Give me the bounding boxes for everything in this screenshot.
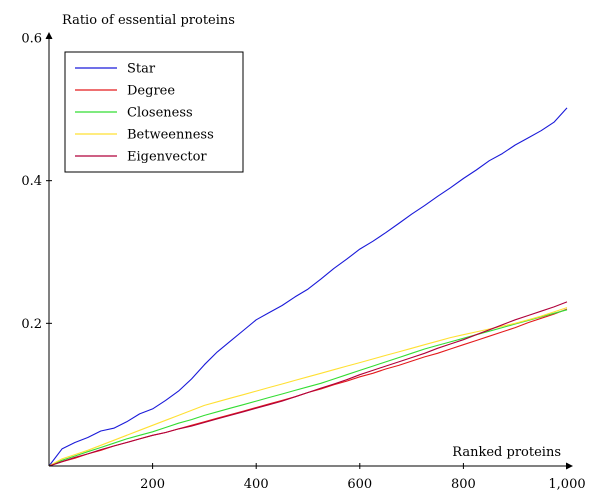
legend-label: Star (127, 62, 156, 77)
y-axis-arrow (45, 32, 53, 39)
legend-label: Eigenvector (127, 150, 207, 165)
legend-label: Degree (127, 84, 175, 99)
plot-lines (48, 107, 568, 467)
y-ticks: 0.2 0.4 0.6 (21, 32, 52, 332)
legend-label: Betweenness (127, 128, 214, 143)
legend-label: Closeness (127, 106, 193, 121)
x-axis-title: Ranked proteins (452, 445, 561, 460)
series-line (48, 301, 568, 467)
x-tick-label: 600 (347, 477, 372, 492)
x-tick-label: 800 (451, 477, 476, 492)
x-tick-label: 1,000 (548, 477, 585, 492)
legend: Star Degree Closeness Betweenness Eigenvecto… (64, 51, 244, 173)
x-axis-arrow (566, 462, 573, 470)
series-line (48, 107, 568, 467)
x-ticks: 200 400 600 800 1,000 (140, 463, 586, 492)
x-tick-label: 200 (140, 477, 165, 492)
y-tick-label: 0.4 (21, 174, 42, 189)
axes (45, 32, 573, 470)
y-tick-label: 0.6 (21, 32, 42, 47)
y-tick-label: 0.2 (21, 317, 42, 332)
series-line (48, 307, 568, 467)
x-tick-label: 400 (244, 477, 269, 492)
y-axis-title: Ratio of essential proteins (62, 13, 235, 28)
